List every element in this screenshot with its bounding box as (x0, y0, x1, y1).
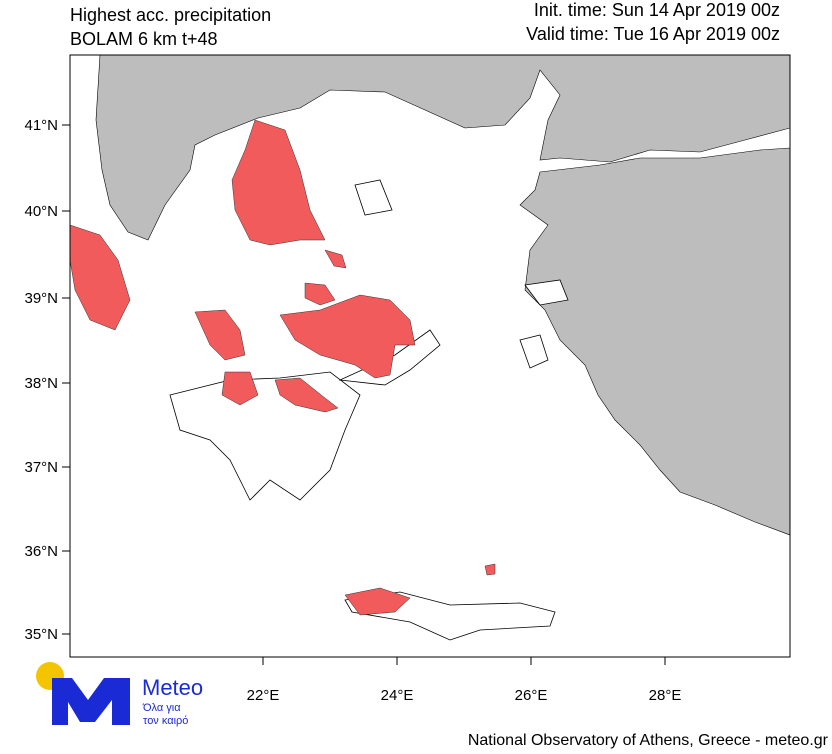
precip-areas (70, 119, 496, 616)
land-turkey (519, 147, 790, 536)
lon-label: 28°E (649, 687, 682, 704)
lat-label: 36°N (24, 543, 58, 560)
lat-label: 40°N (24, 203, 58, 220)
map: 41°N 40°N 39°N 38°N 37°N 36°N 35°N 22°E 24°E 26°E… (24, 54, 791, 704)
valid-time: Valid time: Tue 16 Apr 2019 00z (526, 24, 780, 44)
logo-name: Meteo (142, 675, 203, 700)
lat-label: 39°N (24, 290, 58, 307)
logo-tagline: Όλα για (142, 702, 181, 714)
title: Highest acc. precipitation (70, 5, 271, 25)
lon-label: 24°E (381, 687, 414, 704)
init-time: Init. time: Sun 14 Apr 2019 00z (534, 0, 780, 20)
lat-label: 35°N (24, 626, 58, 643)
lat-label: 37°N (24, 459, 58, 476)
lat-label: 41°N (24, 117, 58, 134)
map-frame (69, 54, 791, 658)
lon-label: 26°E (515, 687, 548, 704)
land-north (95, 55, 790, 241)
subtitle: BOLAM 6 km t+48 (70, 29, 218, 49)
lat-label: 38°N (24, 375, 58, 392)
lon-label: 22°E (247, 687, 280, 704)
logo: Meteo Όλα για τον καιρό (36, 662, 203, 727)
logo-tagline: τον καιρό (143, 715, 188, 727)
footer: National Observatory of Athens, Greece -… (468, 732, 829, 749)
